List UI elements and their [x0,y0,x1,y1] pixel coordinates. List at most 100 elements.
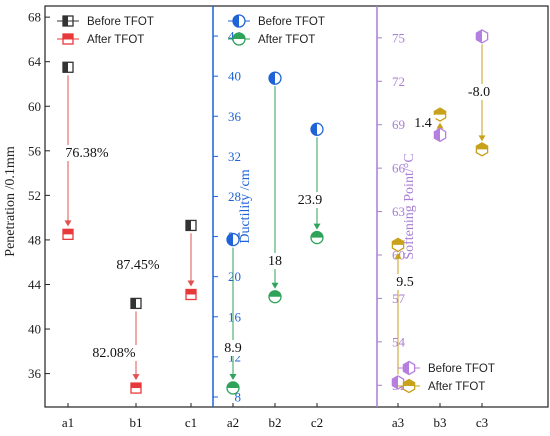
before-point-b2 [268,71,282,85]
plot-frame [44,5,549,408]
after-point-b1 [130,382,142,394]
y-tick-label: 60 [28,99,41,114]
annotation-a3: 9.5 [396,275,414,290]
annotation-b3: 1.4 [414,116,432,131]
annotation-bg [61,145,113,161]
x-tick-label-c3: c3 [476,415,488,430]
legend-label: Before TFOT [87,16,154,28]
legend-item-before: Before TFOT [228,14,325,28]
legend-item-after: After TFOT [228,32,315,46]
x-tick-label-a3: a3 [392,415,404,430]
x-tick-label-c1: c1 [185,415,197,430]
legend-marker [62,33,74,45]
x-tick-label-c2: c2 [311,415,323,430]
annotation-bg [410,115,436,131]
y-tick-label: 56 [28,143,42,158]
annotation-b1: 82.08% [92,346,136,361]
y-tick-label: 32 [228,149,241,164]
y-tick-label: 36 [228,109,242,124]
annotation-bg [392,274,418,290]
after-point-a1 [62,228,74,240]
change-arrow-b1 [132,311,140,381]
legend-marker [402,360,416,376]
y-tick-label: 69 [392,117,405,132]
annotation-bg [220,340,246,356]
after-point-a2 [226,381,240,395]
annotation-bg [88,345,140,361]
annotation-a2: 8.9 [224,341,242,356]
legend-label: Before TFOT [428,363,495,375]
y-tick-label: 28 [228,189,241,204]
legend-item-before: Before TFOT [57,15,154,28]
y-tick-label: 20 [228,269,241,284]
annotation-b2: 18 [268,254,282,269]
legend-label: Before TFOT [258,16,325,28]
y-tick-label: 16 [228,309,242,324]
y-tick-label: 36 [28,366,42,381]
y-tick-label: 68 [28,10,41,25]
annotation-bg [112,257,164,273]
y-tick-label: 40 [228,69,241,84]
before-point-c2 [310,122,324,136]
change-arrow-c2 [313,137,321,230]
y-tick-label: 40 [28,322,41,337]
after-point-c1 [185,288,197,301]
x-tick-label-b1: b1 [130,415,143,430]
x-tick-label-a2: a2 [227,415,239,430]
y-axis-label: Ductility /cm [238,169,253,243]
annotation-c1: 87.45% [116,258,160,273]
change-arrow-a3 [394,252,402,375]
y-tick-label: 66 [392,161,406,176]
after-point-a3 [391,237,405,253]
before-point-b1 [130,297,142,310]
before-point-c3 [475,29,489,44]
y-tick-label: 44 [28,277,42,292]
after-point-c2 [310,230,324,245]
legend-marker [402,378,416,394]
before-point-b3 [433,127,447,143]
annotation-bg [266,253,284,269]
legend-label: After TFOT [428,381,485,393]
legend-label: After TFOT [87,34,144,46]
y-tick-label: 63 [392,204,405,219]
annotation-bg [462,84,496,100]
y-tick-label: 48 [28,232,41,247]
annotation-bg [293,192,327,208]
legend-marker [232,32,246,46]
y-tick-label: 52 [28,188,41,203]
before-point-a2 [226,232,240,247]
legend-item-after: After TFOT [57,33,144,46]
change-arrow-b3 [436,122,444,129]
before-point-a3 [391,375,405,390]
annotation-c3: -8.0 [468,85,490,100]
x-tick-label-a1: a1 [62,415,74,430]
annotation-a1: 76.38% [65,146,109,161]
after-point-b2 [268,290,282,304]
panel-1: 36 40 44 48 52 56 60 64 68 Penetration /0.1mm a1 b1… [3,10,197,430]
change-arrow-b2 [271,86,279,289]
legend-item-before: Before TFOT [398,360,495,376]
y-tick-label: 72 [392,74,405,89]
before-point-a1 [62,61,74,73]
annotation-c2: 23.9 [298,193,323,208]
y-tick-label: 8 [235,389,242,404]
legend-item-after: After TFOT [398,378,485,394]
y-axis-label: Penetration /0.1mm [3,146,18,257]
change-arrow-c1 [187,233,195,287]
y-tick-label: 54 [392,334,406,349]
before-point-c1 [185,219,197,232]
y-axis-label: Softening Point/°C [402,153,417,259]
y-tick-label: 57 [392,291,406,306]
after-point-c3 [475,142,489,157]
x-tick-label-b2: b2 [269,415,282,430]
panel-3: 515457606366697275Softening Point/°Ca3b3… [376,6,496,430]
panel-2: 8121620242832364044Ductility /cma2b2c28.… [212,6,327,430]
x-tick-label-b3: b3 [434,415,447,430]
y-tick-label: 75 [392,30,405,45]
legend-marker [232,14,246,28]
legend-marker [62,15,74,27]
after-point-b3 [433,107,447,122]
y-tick-label: 64 [28,54,42,69]
legend-label: After TFOT [258,34,315,46]
